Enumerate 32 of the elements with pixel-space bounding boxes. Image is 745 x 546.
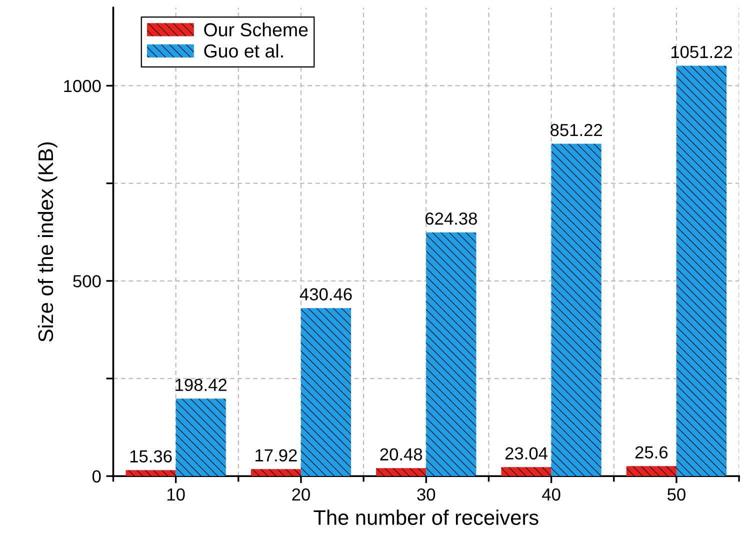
y-tick-label: 1000 xyxy=(64,80,101,92)
data-label: 25.6 xyxy=(635,446,668,459)
y-axis-title: Size of the index (KB) xyxy=(38,142,58,342)
x-tick-label: 50 xyxy=(668,488,686,501)
bar xyxy=(626,466,676,476)
bar xyxy=(426,232,476,476)
data-label: 17.92 xyxy=(256,449,297,462)
bar xyxy=(551,144,602,476)
x-tick-label: 30 xyxy=(417,488,436,501)
legend-label: Guo et al. xyxy=(204,44,283,58)
y-tick-label: 0 xyxy=(92,470,101,483)
bar xyxy=(501,467,552,476)
bar xyxy=(126,470,176,476)
data-label: 198.42 xyxy=(176,378,227,392)
x-tick-label: 10 xyxy=(167,488,185,501)
data-label: 23.04 xyxy=(505,447,548,460)
data-label: 624.38 xyxy=(426,212,477,225)
bar xyxy=(176,398,226,476)
x-axis-title: The number of receivers xyxy=(314,510,538,525)
bar xyxy=(300,308,352,476)
data-label: 430.46 xyxy=(300,288,352,300)
bar xyxy=(250,469,301,476)
bar xyxy=(676,66,727,476)
x-tick-label: 40 xyxy=(542,488,560,501)
data-label: 20.48 xyxy=(380,448,422,461)
x-tick-label: 20 xyxy=(292,488,310,501)
y-tick-label: 500 xyxy=(73,275,101,288)
data-label: 1051.22 xyxy=(671,46,732,58)
bar xyxy=(376,468,426,476)
data-label: 851.22 xyxy=(550,124,602,136)
data-label: 15.36 xyxy=(130,450,172,463)
legend-label: Our Scheme xyxy=(204,22,308,36)
